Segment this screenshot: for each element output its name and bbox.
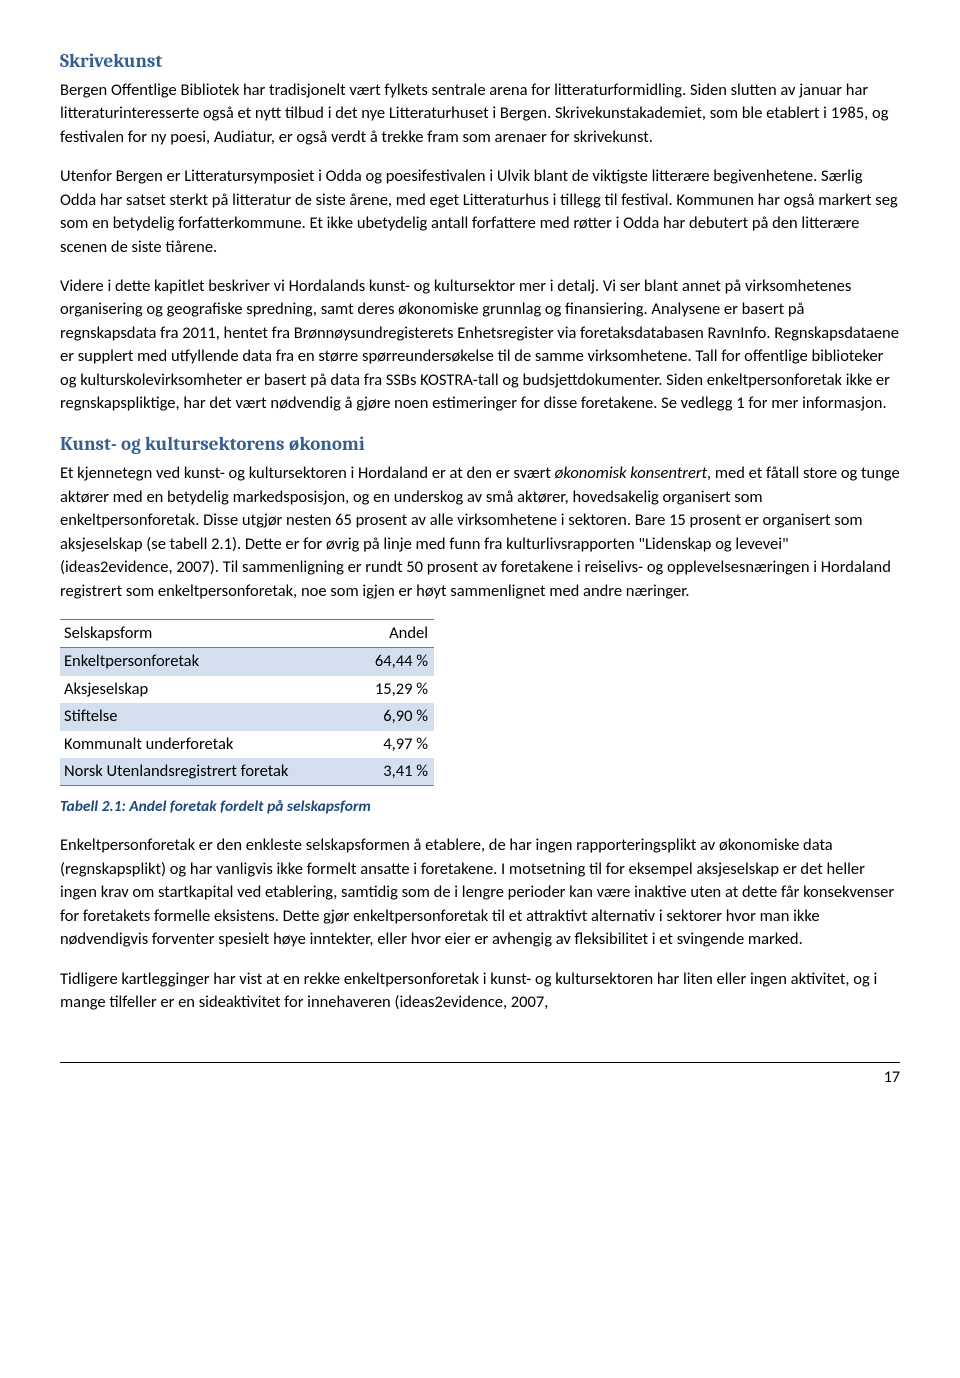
col-header-selskapsform: Selskapsform <box>60 619 344 647</box>
paragraph: Et kjennetegn ved kunst- og kultursektor… <box>60 462 900 603</box>
cell-label: Norsk Utenlandsregistrert foretak <box>60 758 344 786</box>
cell-value: 3,41 % <box>344 758 434 786</box>
text: , med et fåtall store og tunge aktører m… <box>60 463 900 600</box>
cell-label: Aksjeselskap <box>60 676 344 703</box>
table-caption: Tabell 2.1: Andel foretak fordelt på sel… <box>60 796 900 818</box>
cell-value: 4,97 % <box>344 731 434 758</box>
paragraph: Tidligere kartlegginger har vist at en r… <box>60 968 900 1015</box>
col-header-andel: Andel <box>344 619 434 647</box>
page-number: 17 <box>884 1068 900 1087</box>
paragraph: Videre i dette kapitlet beskriver vi Hor… <box>60 275 900 416</box>
data-table: Selskapsform Andel Enkeltpersonforetak 6… <box>60 619 434 787</box>
cell-label: Enkeltpersonforetak <box>60 648 344 676</box>
cell-value: 15,29 % <box>344 676 434 703</box>
emphasis: økonomisk konsentrert <box>555 463 707 483</box>
table-row: Aksjeselskap 15,29 % <box>60 676 434 703</box>
table-row: Kommunalt underforetak 4,97 % <box>60 731 434 758</box>
heading-skrivekunst: Skrivekunst <box>60 48 900 75</box>
table-row: Stiftelse 6,90 % <box>60 703 434 730</box>
paragraph: Enkeltpersonforetak er den enkleste sels… <box>60 834 900 951</box>
cell-value: 6,90 % <box>344 703 434 730</box>
heading-okonomi: Kunst- og kultursektorens økonomi <box>60 431 900 458</box>
table-row: Enkeltpersonforetak 64,44 % <box>60 648 434 676</box>
text: Et kjennetegn ved kunst- og kultursektor… <box>60 463 555 483</box>
cell-value: 64,44 % <box>344 648 434 676</box>
page-footer: 17 <box>60 1062 900 1090</box>
table-row: Norsk Utenlandsregistrert foretak 3,41 % <box>60 758 434 786</box>
table-selskapsform: Selskapsform Andel Enkeltpersonforetak 6… <box>60 619 900 787</box>
paragraph: Bergen Offentlige Bibliotek har tradisjo… <box>60 79 900 149</box>
table-header-row: Selskapsform Andel <box>60 619 434 647</box>
paragraph: Utenfor Bergen er Litteratursymposiet i … <box>60 165 900 259</box>
cell-label: Kommunalt underforetak <box>60 731 344 758</box>
cell-label: Stiftelse <box>60 703 344 730</box>
